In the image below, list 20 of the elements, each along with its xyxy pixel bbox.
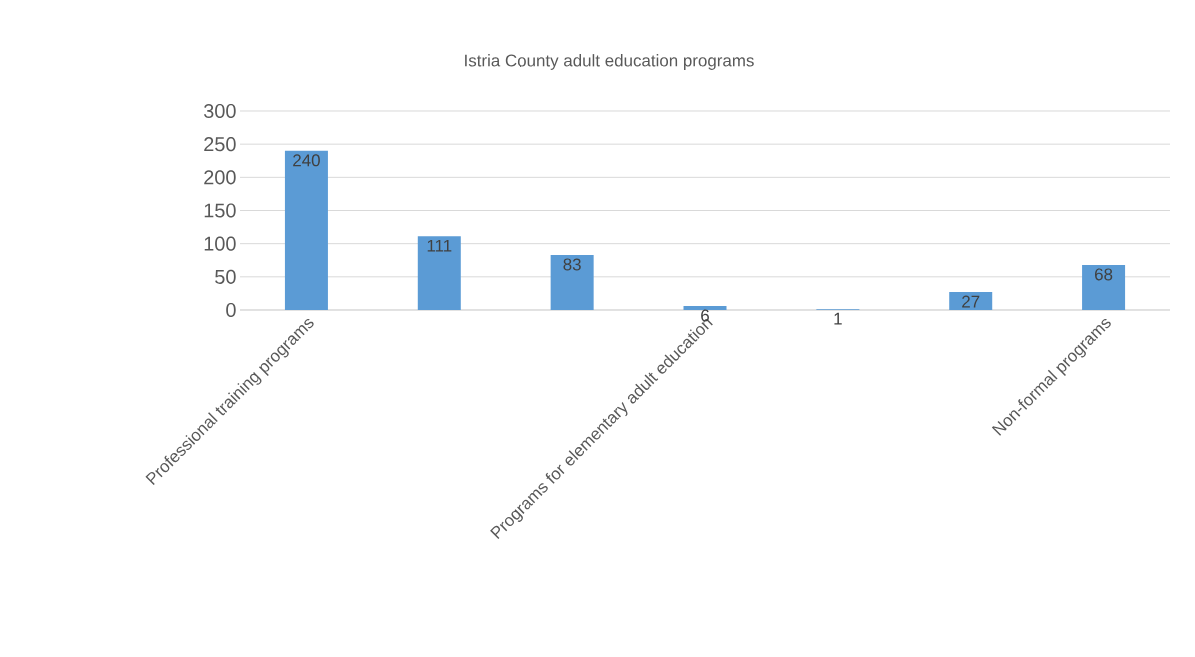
y-tick-label: 200 [204, 170, 236, 185]
bar [417, 236, 461, 310]
bar [550, 254, 594, 310]
bar [949, 292, 993, 310]
y-tick-label: 100 [204, 236, 236, 251]
data-label: 83 [563, 258, 581, 271]
data-label: 27 [962, 295, 980, 308]
data-label: 68 [1095, 268, 1113, 281]
bar [683, 306, 727, 310]
data-label: 240 [293, 154, 320, 167]
bar [284, 150, 328, 310]
chart-title: Istria County adult education programs [465, 54, 754, 70]
y-tick-label: 150 [204, 203, 236, 218]
y-tick-label: 0 [226, 302, 236, 318]
y-tick-label: 50 [215, 269, 236, 284]
y-tick-label: 250 [204, 137, 236, 152]
y-tick-label: 300 [204, 103, 236, 119]
data-label: 111 [427, 239, 452, 252]
bar [1082, 264, 1126, 310]
data-label: 1 [834, 312, 842, 325]
